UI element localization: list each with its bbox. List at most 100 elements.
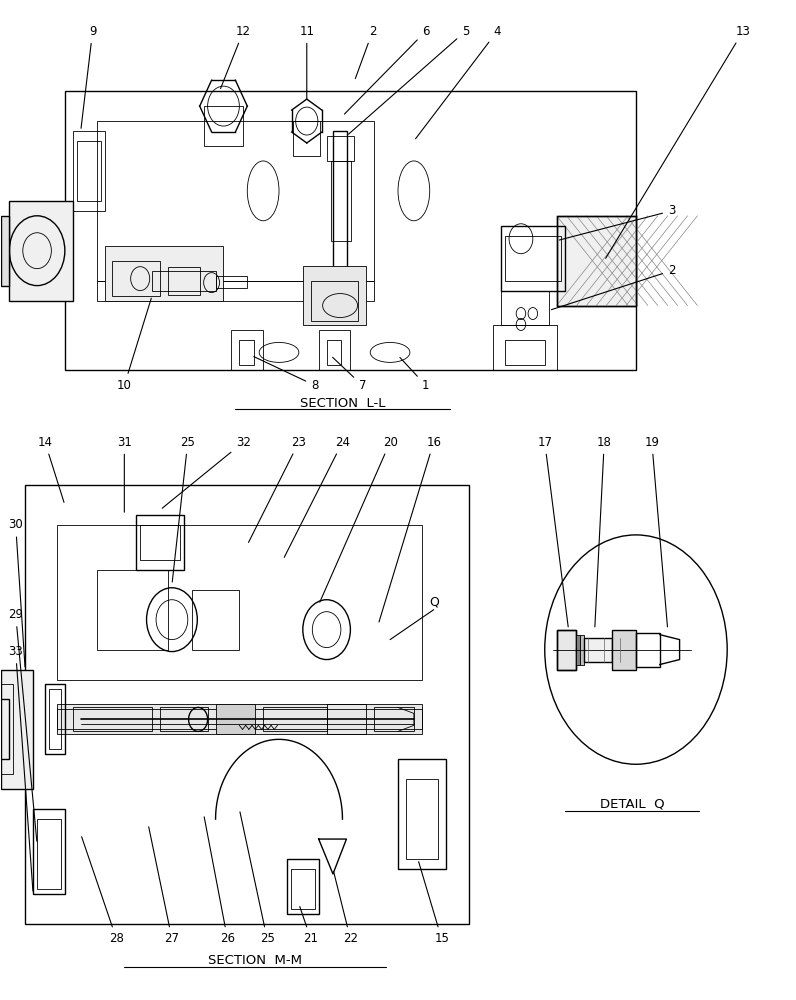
Bar	[49, 689, 60, 749]
Bar	[291, 869, 314, 909]
Bar	[2, 216, 10, 286]
Text: 5: 5	[349, 25, 469, 134]
Text: 12: 12	[220, 25, 251, 89]
Text: 29: 29	[8, 608, 37, 841]
Bar	[72, 707, 152, 731]
Bar	[57, 704, 422, 734]
Text: 20: 20	[320, 436, 397, 602]
Bar	[76, 141, 100, 201]
Bar	[556, 630, 576, 670]
Bar	[57, 525, 422, 680]
Bar	[192, 590, 240, 650]
Text: 7: 7	[333, 357, 366, 392]
Text: 15: 15	[419, 862, 449, 945]
Text: SECTION  L-L: SECTION L-L	[300, 397, 385, 410]
Bar	[2, 684, 14, 774]
Bar	[168, 267, 200, 295]
Bar	[333, 131, 347, 271]
Bar	[112, 261, 160, 296]
Bar	[0, 699, 10, 759]
Bar	[326, 136, 354, 161]
Text: 30: 30	[8, 518, 25, 667]
Text: 26: 26	[205, 817, 235, 945]
Text: Q: Q	[429, 595, 439, 608]
Bar	[45, 684, 64, 754]
Bar	[2, 670, 33, 789]
Bar	[326, 340, 341, 365]
Text: 2: 2	[355, 25, 377, 79]
Text: 27: 27	[149, 827, 179, 945]
Bar	[318, 330, 350, 370]
Bar	[576, 635, 580, 665]
Bar	[96, 570, 168, 650]
Bar	[505, 236, 560, 281]
Bar	[240, 340, 254, 365]
Bar	[374, 707, 414, 731]
Text: 1: 1	[400, 357, 430, 392]
Bar	[96, 121, 374, 281]
Bar	[584, 638, 612, 662]
Bar	[263, 707, 326, 731]
Text: 25: 25	[240, 812, 275, 945]
Bar	[501, 226, 564, 291]
Text: 6: 6	[345, 25, 430, 114]
Bar	[160, 707, 208, 731]
Bar	[310, 281, 358, 320]
Text: SECTION  M-M: SECTION M-M	[209, 954, 302, 967]
Bar	[25, 485, 470, 924]
Text: DETAIL  Q: DETAIL Q	[599, 798, 665, 811]
Bar	[501, 291, 548, 325]
Text: 8: 8	[254, 357, 318, 392]
Bar	[556, 216, 636, 306]
Bar	[140, 525, 180, 560]
Text: 11: 11	[299, 25, 314, 98]
Bar	[57, 709, 422, 729]
Bar	[104, 246, 224, 301]
Text: 18: 18	[595, 436, 611, 627]
Text: 33: 33	[8, 645, 33, 891]
Text: 22: 22	[334, 872, 358, 945]
Bar	[494, 325, 556, 370]
Bar	[556, 216, 636, 306]
Bar	[216, 704, 256, 734]
Bar	[204, 106, 244, 146]
Text: 13: 13	[606, 25, 751, 258]
Bar	[326, 704, 366, 734]
Bar	[556, 630, 576, 670]
Text: 28: 28	[82, 837, 124, 945]
Text: 4: 4	[416, 25, 501, 139]
Bar	[398, 759, 446, 869]
Text: 3: 3	[560, 204, 675, 240]
Bar	[330, 161, 351, 241]
Bar	[505, 340, 544, 365]
Bar	[302, 266, 366, 325]
Bar	[136, 515, 184, 570]
Bar	[287, 859, 318, 914]
Bar	[37, 819, 60, 889]
Bar	[10, 201, 72, 301]
Bar	[33, 809, 64, 894]
Bar	[612, 630, 636, 670]
Bar	[580, 635, 584, 665]
Text: 25: 25	[172, 436, 195, 582]
Bar	[232, 330, 263, 370]
Text: 14: 14	[37, 436, 64, 502]
Bar	[96, 281, 374, 301]
Text: 23: 23	[248, 436, 306, 542]
Text: 31: 31	[117, 436, 132, 512]
Text: 17: 17	[537, 436, 568, 627]
Bar	[216, 276, 248, 288]
Bar	[406, 779, 438, 859]
Bar	[64, 91, 636, 370]
Bar	[293, 121, 320, 156]
Text: 32: 32	[162, 436, 251, 508]
Text: 24: 24	[284, 436, 350, 557]
Bar	[72, 131, 104, 211]
Text: 21: 21	[300, 907, 318, 945]
Text: 2: 2	[552, 264, 676, 310]
Bar	[636, 633, 660, 667]
Text: 16: 16	[379, 436, 441, 622]
Text: 9: 9	[81, 25, 96, 128]
Text: 19: 19	[644, 436, 668, 627]
Text: 10: 10	[117, 298, 151, 392]
